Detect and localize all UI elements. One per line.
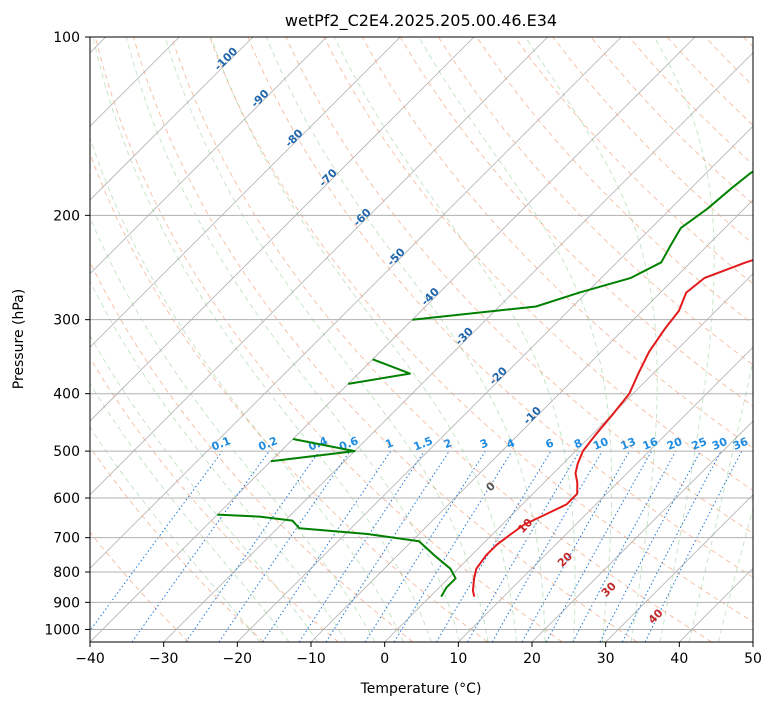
isotherm <box>90 37 254 201</box>
mixing-ratio-label: 36 <box>731 435 750 453</box>
moist-adiabat <box>333 37 576 642</box>
temperature-line <box>471 259 753 597</box>
dry-adiabat <box>90 261 414 642</box>
isotherm <box>384 273 753 642</box>
moist-adiabat <box>125 37 461 642</box>
y-tick-label: 400 <box>53 387 80 403</box>
isotherm <box>90 37 696 642</box>
moist-adiabat <box>90 334 319 642</box>
dry-adiabat <box>247 37 753 578</box>
mixing-ratio-label: 10 <box>591 435 610 453</box>
isotherm <box>605 494 753 642</box>
mixing-ratio-line <box>185 450 320 642</box>
mixing-ratio-line <box>572 450 677 642</box>
x-axis: −40 −30 −20 −10 0 10 20 30 40 50 <box>75 642 762 667</box>
dry-adiabat <box>514 37 753 285</box>
mixing-ratio-line <box>90 450 223 632</box>
mixing-ratio-line <box>262 450 392 642</box>
x-tick-label: 20 <box>523 651 541 667</box>
mixing-ratio-line <box>644 450 743 642</box>
y-tick-label: 800 <box>53 565 80 581</box>
moist-adiabat <box>525 37 658 642</box>
y-tick-label: 300 <box>53 313 80 329</box>
x-tick-label: 30 <box>597 651 615 667</box>
moist-adiabat <box>90 382 290 642</box>
moist-adiabat <box>653 37 715 642</box>
x-tick-label: −20 <box>223 651 253 667</box>
moist-adiabat <box>210 37 517 642</box>
dry-adiabat <box>399 37 753 407</box>
mixing-ratio-line <box>521 450 630 642</box>
mixing-ratio-label: 25 <box>690 435 709 453</box>
x-tick-label: −30 <box>149 651 179 667</box>
dry-adiabat <box>90 152 488 642</box>
x-axis-title: Temperature (°C) <box>360 681 482 697</box>
y-tick-label: 700 <box>53 531 80 547</box>
y-tick-label: 200 <box>53 208 80 224</box>
y-tick-label: 600 <box>53 491 80 507</box>
mixing-ratio-label: 1 <box>383 436 395 451</box>
moist-adiabat <box>418 37 613 642</box>
moist-adiabat <box>90 426 261 642</box>
mixing-ratio-label: 30 <box>710 435 729 453</box>
y-axis: 100 200 300 400 500 600 700 800 900 1000 <box>44 30 90 638</box>
dry-adiabat <box>94 37 563 642</box>
dry-adiabat <box>90 446 264 642</box>
chart-title: wetPf2_C2E4.2025.205.00.46.E34 <box>285 11 557 31</box>
dry-adiabat <box>90 531 190 642</box>
mixing-ratio-label: 20 <box>665 435 684 453</box>
x-tick-label: 10 <box>449 651 467 667</box>
dewpoint-line <box>347 358 411 385</box>
dry-adiabat <box>132 37 638 642</box>
dewpoint-line <box>270 438 356 463</box>
x-tick-label: 40 <box>670 651 688 667</box>
mixing-ratio-line <box>393 450 513 642</box>
moist-adiabat <box>92 37 432 642</box>
isotherm <box>90 37 622 569</box>
plot-frame <box>89 36 754 643</box>
mixing-ratio-line <box>325 450 450 642</box>
dry-adiabat <box>90 356 339 642</box>
mixing-ratio-line <box>545 450 653 642</box>
y-axis-title: Pressure (hPa) <box>11 289 27 389</box>
isotherm <box>90 37 327 275</box>
profile-series <box>217 170 753 598</box>
mixing-ratio-line <box>218 450 351 642</box>
x-tick-label: −10 <box>296 651 326 667</box>
mixing-ratio-line <box>131 450 270 642</box>
dry-adiabat <box>361 37 753 449</box>
isotherm <box>90 37 401 348</box>
moist-adiabat <box>265 37 546 642</box>
x-tick-label: 50 <box>744 651 762 667</box>
dry-adiabat <box>171 37 712 642</box>
isotherm <box>163 52 753 642</box>
mixing-ratio-label: 8 <box>572 436 584 451</box>
dewpoint-line <box>217 513 457 598</box>
y-tick-label: 900 <box>53 595 80 611</box>
moist-adiabat <box>90 216 376 642</box>
y-tick-label: 500 <box>53 444 80 460</box>
mixing-ratio-label: 13 <box>619 435 638 453</box>
dewpoint-line <box>412 170 753 321</box>
x-tick-label: 0 <box>380 651 389 667</box>
y-tick-label: 1000 <box>44 622 80 638</box>
moist-adiabat <box>164 37 489 642</box>
isotherm <box>531 420 753 642</box>
mixing-ratio-line <box>298 450 425 642</box>
isotherm <box>90 37 475 422</box>
isotherm <box>237 125 753 642</box>
y-tick-label: 100 <box>53 30 80 46</box>
x-tick-label: −40 <box>75 651 105 667</box>
dry-adiabat <box>209 37 753 623</box>
moist-adiabat <box>90 136 404 642</box>
mixing-ratio-label: 3 <box>478 436 490 451</box>
mixing-ratio-label: 2 <box>442 436 454 451</box>
isotherm <box>90 37 548 496</box>
mixing-ratio-label: 16 <box>641 435 660 453</box>
background-lines <box>90 37 753 642</box>
isotherm <box>458 346 753 642</box>
